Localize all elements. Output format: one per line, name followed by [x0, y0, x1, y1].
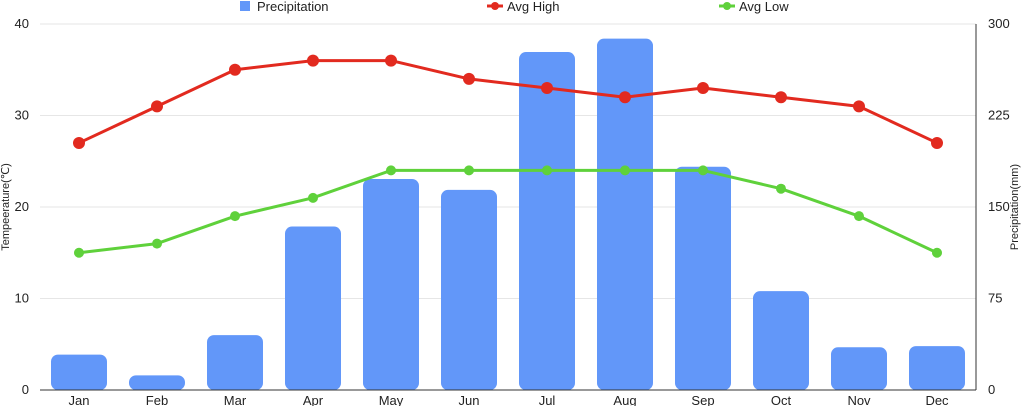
- avg-high-point: [385, 54, 397, 67]
- x-tick-label: Aug: [613, 393, 636, 406]
- precipitation-bar: [909, 346, 965, 390]
- avg-high-point: [229, 63, 241, 76]
- y-tick-label: 20: [15, 199, 29, 214]
- x-tick-label: Sep: [691, 393, 714, 406]
- avg-high-point: [775, 91, 787, 104]
- x-tick-label: Nov: [847, 393, 871, 406]
- precipitation-bar: [441, 189, 497, 390]
- avg-low-point: [464, 165, 474, 176]
- legend-label: Avg High: [507, 0, 560, 14]
- legend-label: Precipitation: [257, 0, 329, 14]
- avg-high-point: [73, 136, 85, 149]
- y-axis-title: Tempeerature(℃): [0, 163, 12, 251]
- avg-low-point: [776, 183, 786, 194]
- y-tick-label: 10: [15, 291, 29, 306]
- precipitation-bar: [207, 335, 263, 390]
- temperature-lines: [73, 54, 943, 258]
- precipitation-bar: [831, 347, 887, 390]
- avg-high-point: [931, 136, 943, 149]
- y2-tick-label: 300: [988, 16, 1010, 31]
- x-tick-label: Jan: [69, 393, 90, 406]
- x-tick-label: Feb: [146, 393, 168, 406]
- avg-high-point: [307, 54, 319, 67]
- x-tick-label: Oct: [771, 393, 792, 406]
- axes: [40, 24, 977, 391]
- avg-high-point: [463, 72, 475, 85]
- legend-avg-low-swatch-dot: [723, 2, 731, 10]
- avg-low-line: [77, 168, 939, 255]
- avg-low-point: [932, 247, 942, 258]
- avg-high-point: [619, 91, 631, 104]
- precipitation-bar: [51, 354, 107, 390]
- precipitation-bar: [597, 38, 653, 390]
- x-tick-label: Jul: [539, 393, 556, 406]
- avg-high-point: [541, 82, 553, 95]
- avg-low-point: [386, 165, 396, 176]
- gridlines: [40, 23, 976, 299]
- y-tick-label: 40: [15, 16, 29, 31]
- precipitation-bar: [285, 226, 341, 390]
- tick-labels: 0 10 20 30 40 0 75 150 225 300 Jan Feb Mar Apr May Jun J…: [15, 16, 1010, 406]
- y2-tick-label: 225: [988, 108, 1010, 123]
- avg-low-point: [152, 238, 162, 249]
- avg-high-line: [77, 59, 939, 145]
- x-tick-label: Apr: [303, 393, 324, 406]
- x-tick-label: Jun: [459, 393, 480, 406]
- legend-precipitation-swatch: [240, 1, 250, 11]
- precipitation-bar: [363, 178, 419, 390]
- legend-avg-high-swatch-dot: [491, 2, 499, 10]
- avg-low-point: [542, 165, 552, 176]
- x-tick-label: Dec: [925, 393, 949, 406]
- avg-low-point: [308, 192, 318, 203]
- avg-low-point: [854, 211, 864, 222]
- y2-tick-label: 0: [988, 382, 995, 397]
- avg-high-point: [697, 82, 709, 95]
- y2-axis-title: Precipitation(mm): [1009, 164, 1021, 250]
- avg-low-point: [698, 165, 708, 176]
- y2-tick-label: 150: [988, 199, 1010, 214]
- precipitation-bars: [51, 38, 965, 391]
- avg-low-point: [230, 211, 240, 222]
- precipitation-bar: [753, 291, 809, 390]
- legend-label: Avg Low: [739, 0, 789, 14]
- precipitation-bar: [675, 166, 731, 390]
- precipitation-bar: [519, 52, 575, 391]
- y-tick-label: 0: [22, 382, 29, 397]
- x-tick-label: May: [379, 393, 404, 406]
- y-tick-label: 30: [15, 108, 29, 123]
- avg-low-point: [74, 247, 84, 258]
- y2-tick-label: 75: [988, 291, 1002, 306]
- avg-high-point: [853, 100, 865, 113]
- x-tick-label: Mar: [224, 393, 247, 406]
- avg-low-point: [620, 165, 630, 176]
- avg-high-point: [151, 100, 163, 113]
- legend: Precipitation Avg High Avg Low: [240, 0, 789, 14]
- precipitation-bar: [129, 375, 185, 390]
